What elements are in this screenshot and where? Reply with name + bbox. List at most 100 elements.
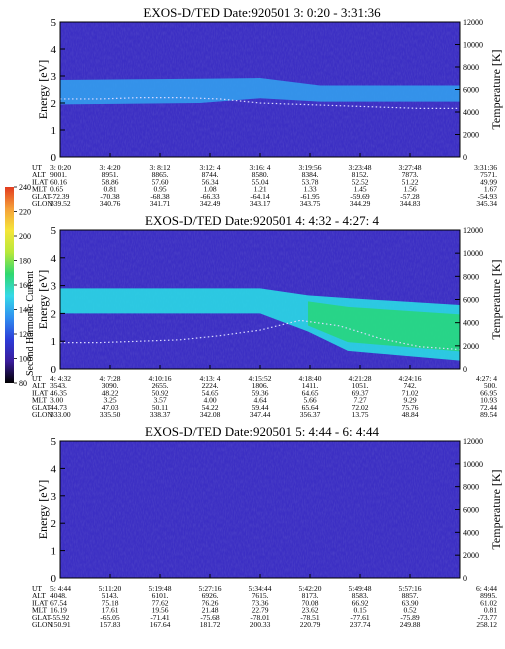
- table-cell: 72.44: [480, 403, 497, 412]
- table-cell: 23.62: [302, 606, 319, 615]
- table-cell: 57.60: [152, 177, 169, 186]
- table-cell: 72.02: [352, 403, 369, 412]
- table-cell: 3: 4:20: [99, 163, 120, 172]
- table-cell: 60.16: [50, 177, 67, 186]
- table-cell: 1.56: [403, 185, 416, 194]
- table-cell: 65.64: [302, 403, 319, 412]
- table-cell: 0.95: [153, 185, 166, 194]
- table-cell: 3.00: [50, 396, 63, 405]
- spectrogram-noise: [60, 441, 460, 578]
- table-cell: 5:42:20: [299, 584, 322, 593]
- table-cell: 75.18: [102, 598, 119, 607]
- table-cell: 4:24:16: [399, 374, 422, 383]
- table-cell: 7.27: [353, 396, 366, 405]
- table-cell: 5:19:48: [149, 584, 172, 593]
- table-cell: -78.01: [250, 613, 270, 622]
- table-cell: 3.25: [103, 396, 116, 405]
- table-cell: 9001.: [50, 170, 67, 179]
- table-cell: 3.57: [153, 396, 166, 405]
- table-cell: 1411.: [302, 381, 319, 390]
- table-cell: 4:21:28: [349, 374, 372, 383]
- table-row-label: ILAT: [32, 388, 49, 397]
- table-cell: 8857.: [402, 591, 419, 600]
- y-tick-label: 4: [51, 253, 57, 265]
- colorbar-scale: [5, 187, 14, 383]
- table-cell: -59.69: [350, 192, 370, 201]
- table-cell: 249.88: [400, 620, 421, 629]
- table-cell: 4.00: [203, 396, 216, 405]
- y-tick-label: 0: [51, 364, 57, 376]
- energy-band-core: [308, 301, 460, 352]
- table-cell: 6: 4:44: [476, 584, 497, 593]
- table-cell: 3:23:48: [349, 163, 372, 172]
- colorbar-tick-label: 240: [19, 183, 31, 192]
- table-cell: 333.00: [50, 410, 71, 419]
- y2-tick-label: 8000: [463, 483, 479, 492]
- table-row-label: ALT: [32, 591, 46, 600]
- table-row-label: MLT: [32, 185, 48, 194]
- panel-title: EXOS-D/TED Date:920501 5: 4:44 - 6: 4:44: [145, 424, 379, 439]
- panel-2: EXOS-D/TED Date:920501 4: 4:32 - 4:27: 4…: [32, 213, 503, 419]
- table-cell: 1.21: [253, 185, 266, 194]
- y2-tick-label: 8000: [463, 63, 479, 72]
- table-cell: 76.26: [202, 598, 219, 607]
- table-cell: 344.29: [350, 199, 371, 208]
- table-cell: 335.50: [100, 410, 121, 419]
- y-tick-label: 3: [51, 491, 57, 503]
- table-cell: 8152.: [352, 170, 369, 179]
- temperature-trace: [60, 96, 460, 110]
- table-cell: 3:16: 4: [249, 163, 270, 172]
- table-cell: 342.08: [200, 410, 221, 419]
- y2-tick-label: 10000: [463, 41, 483, 50]
- table-cell: 50.92: [152, 388, 169, 397]
- table-cell: -55.92: [50, 613, 70, 622]
- table-row-label: UT: [32, 584, 42, 593]
- y-tick-label: 3: [51, 71, 57, 83]
- table-row-label: GLON: [32, 620, 53, 629]
- table-cell: 8951.: [102, 170, 119, 179]
- table-cell: 8583.: [352, 591, 369, 600]
- table-cell: 1806.: [252, 381, 269, 390]
- table-cell: 1.67: [484, 185, 497, 194]
- table-cell: 19.56: [152, 606, 169, 615]
- table-cell: 70.08: [302, 598, 319, 607]
- y2-tick-label: 10000: [463, 460, 483, 469]
- table-cell: -78.51: [300, 613, 320, 622]
- y-tick-label: 3: [51, 281, 57, 293]
- table-cell: -70.38: [100, 192, 120, 201]
- table-cell: 8384.: [302, 170, 319, 179]
- table-cell: 50.11: [152, 403, 169, 412]
- table-cell: 4.64: [253, 396, 266, 405]
- table-cell: 4: 4:32: [50, 374, 71, 383]
- table-row-label: GLAT: [32, 192, 52, 201]
- table-cell: -72.39: [50, 192, 70, 201]
- table-cell: -77.61: [350, 613, 370, 622]
- table-cell: 3: 8:12: [149, 163, 170, 172]
- table-row-label: GLAT: [32, 613, 52, 622]
- y-tick-label: 2: [51, 308, 57, 320]
- table-cell: 5:49:48: [349, 584, 372, 593]
- table-cell: 66.92: [352, 598, 369, 607]
- y-tick-label: 0: [51, 573, 57, 585]
- table-cell: 4048.: [50, 591, 67, 600]
- table-cell: 3:27:48: [399, 163, 422, 172]
- table-cell: 347.44: [250, 410, 271, 419]
- y2-tick-label: 6000: [463, 296, 479, 305]
- table-cell: 356.37: [300, 410, 321, 419]
- table-cell: 7615.: [252, 591, 269, 600]
- y-tick-label: 0: [51, 152, 57, 164]
- table-cell: 8995.: [480, 591, 497, 600]
- table-cell: 5143.: [102, 591, 119, 600]
- table-cell: 5:57:16: [399, 584, 422, 593]
- y2-tick-label: 12000: [463, 437, 483, 446]
- table-cell: 7873.: [402, 170, 419, 179]
- table-cell: 49.99: [480, 177, 497, 186]
- table-cell: 340.76: [100, 199, 121, 208]
- y2-tick-label: 6000: [463, 86, 479, 95]
- table-cell: 54.65: [202, 388, 219, 397]
- table-cell: 48.22: [102, 388, 119, 397]
- y-tick-label: 5: [51, 17, 57, 29]
- table-cell: 44.73: [50, 403, 67, 412]
- table-cell: 0.65: [50, 185, 63, 194]
- table-row-label: GLON: [32, 410, 53, 419]
